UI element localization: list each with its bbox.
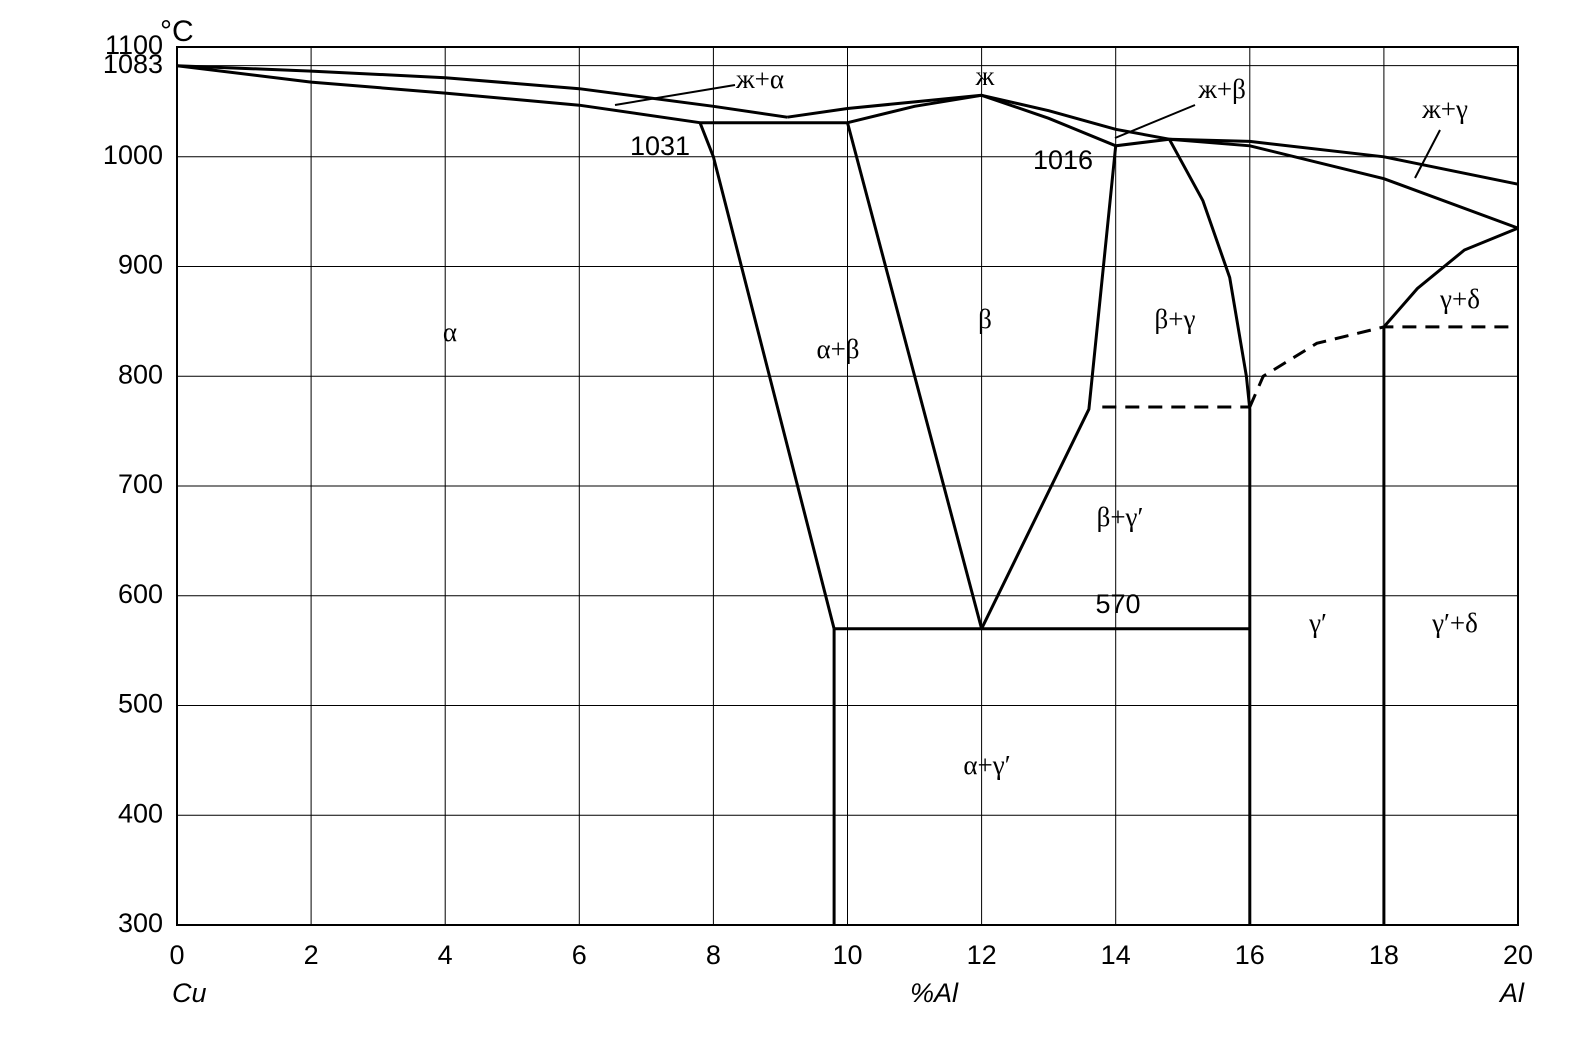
- x-tick-label: 18: [1369, 940, 1399, 970]
- y-unit: °C: [160, 15, 194, 48]
- region-label: γ′: [1308, 608, 1327, 638]
- y-tick-label: 800: [118, 359, 163, 389]
- leader-line: [614, 84, 736, 106]
- x-end-label: Al: [1498, 978, 1525, 1008]
- phase-boundary: [176, 64, 701, 125]
- phase-boundary: [981, 93, 1170, 141]
- leader-line: [1114, 104, 1196, 139]
- x-tick-label: 4: [438, 940, 453, 970]
- y-tick-label: 600: [118, 579, 163, 609]
- phase-boundary: [1167, 138, 1252, 925]
- x-tick-label: 12: [967, 940, 997, 970]
- region-label: 1016: [1033, 145, 1093, 175]
- region-label: 570: [1095, 589, 1140, 619]
- region-label: α: [443, 317, 457, 347]
- x-tick-label: 16: [1235, 940, 1265, 970]
- region-label: γ+δ: [1439, 284, 1480, 314]
- region-label: ж: [975, 61, 995, 91]
- y-tick-label: 1100: [105, 30, 163, 60]
- x-tick-label: 0: [169, 940, 184, 970]
- region-label: γ′+δ: [1431, 608, 1478, 638]
- x-axis-label: %Al: [910, 978, 959, 1008]
- region-label: ж+γ: [1421, 94, 1468, 124]
- y-tick-label: 700: [118, 469, 163, 499]
- x-tick-label: 10: [832, 940, 862, 970]
- leader-line: [1414, 129, 1441, 179]
- y-tick-label: 1000: [103, 140, 163, 170]
- y-tick-label: 300: [118, 908, 163, 938]
- region-label: ж+α: [735, 64, 784, 94]
- region-label: β: [978, 304, 992, 334]
- x-tick-label: 20: [1503, 940, 1533, 970]
- phase-boundary: [980, 145, 1118, 630]
- phase-boundary: [1169, 137, 1519, 186]
- phase-boundary: [698, 122, 836, 630]
- phase-boundary: [846, 122, 984, 630]
- y-tick-label: 900: [118, 250, 163, 280]
- phase-boundary: [1248, 325, 1518, 408]
- x-tick-label: 2: [304, 940, 319, 970]
- x-tick-label: 14: [1101, 940, 1131, 970]
- y-tick-label: 1083: [103, 49, 163, 79]
- region-label: α+γ′: [963, 750, 1010, 780]
- region-label: ж+β: [1197, 74, 1246, 104]
- phase-boundary: [1382, 226, 1519, 328]
- y-tick-label: 400: [118, 798, 163, 828]
- x-start-label: Cu: [172, 978, 207, 1008]
- phase-boundary: [176, 64, 788, 119]
- x-tick-label: 8: [706, 940, 721, 970]
- region-label: 1031: [630, 131, 690, 161]
- x-tick-label: 6: [572, 940, 587, 970]
- y-tick-label: 500: [118, 689, 163, 719]
- phase-boundary: [1169, 137, 1519, 230]
- region-label: α+β: [816, 334, 859, 364]
- phase-boundary: [981, 93, 1170, 148]
- phase-boundary: [847, 93, 982, 125]
- phase-boundary: [786, 93, 982, 119]
- region-label: β+γ′: [1097, 502, 1144, 532]
- region-label: β+γ: [1155, 304, 1196, 334]
